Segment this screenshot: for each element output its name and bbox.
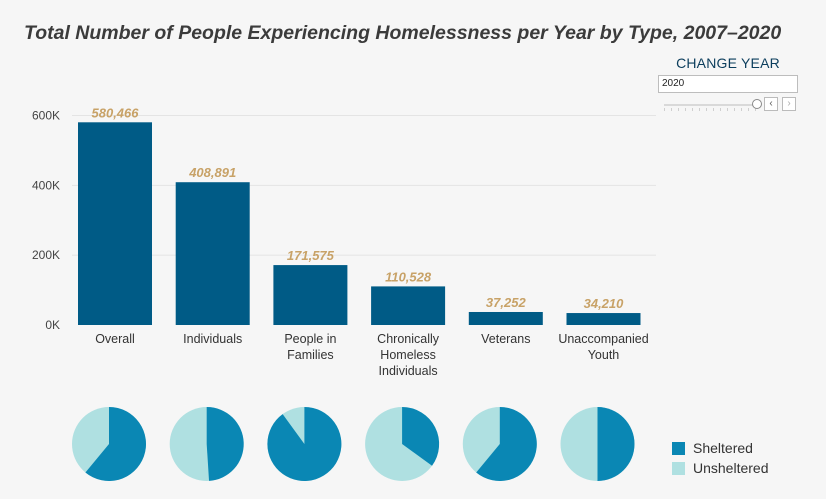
x-tick-label: Individuals xyxy=(183,332,242,346)
y-tick-label: 600K xyxy=(32,108,60,122)
x-tick-label: Chronically xyxy=(377,332,440,346)
data-label: 171,575 xyxy=(287,248,335,263)
slider-track[interactable] xyxy=(664,104,756,106)
pie-slice-sheltered[interactable] xyxy=(476,407,537,481)
data-label: 34,210 xyxy=(584,296,625,311)
bar[interactable] xyxy=(273,265,348,325)
x-tick-label: Families xyxy=(287,348,334,362)
pie-slice-sheltered[interactable] xyxy=(267,407,342,482)
bar[interactable] xyxy=(371,286,446,325)
x-tick-label: Youth xyxy=(588,348,620,362)
year-select[interactable]: 2020 xyxy=(658,75,798,93)
bar[interactable] xyxy=(468,311,543,325)
legend: Sheltered Unsheltered xyxy=(672,438,769,478)
data-label: 37,252 xyxy=(486,295,527,310)
x-tick-label: Veterans xyxy=(481,332,530,346)
prev-year-button[interactable]: ‹ xyxy=(764,97,778,111)
x-tick-label: People in xyxy=(284,332,336,346)
pie-slice-sheltered[interactable] xyxy=(402,407,440,466)
bar[interactable] xyxy=(566,313,641,325)
legend-label-sheltered: Sheltered xyxy=(693,440,753,456)
bar[interactable] xyxy=(175,182,250,325)
legend-label-unsheltered: Unsheltered xyxy=(693,460,769,476)
legend-item-sheltered[interactable]: Sheltered xyxy=(672,438,769,458)
x-tick-label: Overall xyxy=(95,332,135,346)
year-slider[interactable]: ‹ › xyxy=(658,96,798,114)
chart-title: Total Number of People Experiencing Home… xyxy=(24,22,782,44)
legend-swatch-unsheltered xyxy=(672,461,685,475)
slider-thumb[interactable] xyxy=(752,99,762,109)
x-tick-label: Unaccompanied xyxy=(558,332,648,346)
data-label: 408,891 xyxy=(188,165,236,180)
next-year-button[interactable]: › xyxy=(782,97,796,111)
y-tick-label: 0K xyxy=(45,318,60,332)
bar[interactable] xyxy=(78,122,152,326)
y-tick-label: 200K xyxy=(32,248,60,262)
change-year-control: CHANGE YEAR 2020 ‹ › xyxy=(658,55,798,114)
x-tick-label: Individuals xyxy=(379,364,438,378)
slider-ticks xyxy=(664,108,756,111)
legend-swatch-sheltered xyxy=(672,441,685,455)
pie-slice-sheltered[interactable] xyxy=(206,407,244,481)
legend-item-unsheltered[interactable]: Unsheltered xyxy=(672,458,769,478)
data-label: 580,466 xyxy=(92,105,140,120)
pie-slice-sheltered[interactable] xyxy=(85,407,146,482)
data-label: 110,528 xyxy=(385,269,432,284)
change-year-title: CHANGE YEAR xyxy=(676,55,780,71)
pie-slice-sheltered[interactable] xyxy=(597,407,635,481)
x-tick-label: Homeless xyxy=(380,348,436,362)
y-tick-label: 400K xyxy=(32,178,60,192)
